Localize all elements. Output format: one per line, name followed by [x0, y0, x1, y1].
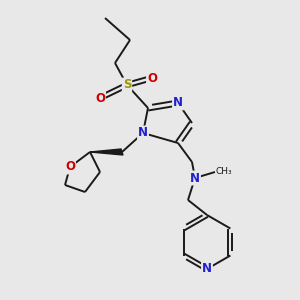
Polygon shape: [90, 149, 123, 155]
Text: CH₃: CH₃: [216, 167, 232, 176]
Text: O: O: [65, 160, 75, 173]
Text: N: N: [173, 97, 183, 110]
Text: N: N: [190, 172, 200, 184]
Text: O: O: [147, 71, 157, 85]
Text: O: O: [95, 92, 105, 104]
Text: N: N: [202, 262, 212, 275]
Text: N: N: [138, 127, 148, 140]
Text: S: S: [123, 79, 131, 92]
